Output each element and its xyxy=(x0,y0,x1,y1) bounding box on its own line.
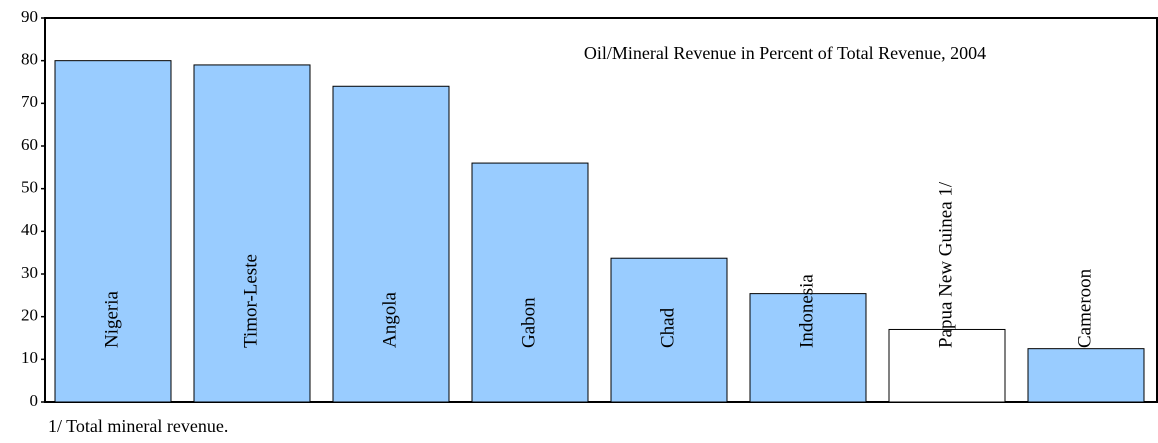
bar xyxy=(749,293,867,403)
category-label: Gabon xyxy=(518,297,539,348)
bar xyxy=(610,257,728,403)
bar xyxy=(471,162,589,403)
footnote: 1/ Total mineral revenue. xyxy=(48,416,228,436)
y-tick-label: 60 xyxy=(21,135,38,154)
y-tick-label: 90 xyxy=(21,7,38,26)
y-tick-label: 50 xyxy=(21,178,38,197)
category-label: Indonesia xyxy=(796,274,817,348)
bar xyxy=(1027,348,1145,403)
y-tick-label: 10 xyxy=(21,348,38,367)
y-tick-label: 70 xyxy=(21,92,38,111)
y-tick-label: 20 xyxy=(21,306,38,325)
category-label: Nigeria xyxy=(101,290,122,348)
bar xyxy=(193,64,311,403)
bar xyxy=(54,60,172,403)
bar xyxy=(888,328,1006,403)
bar xyxy=(332,85,450,403)
category-label: Chad xyxy=(657,307,678,348)
y-tick-label: 80 xyxy=(21,50,38,69)
y-tick-label: 40 xyxy=(21,220,38,239)
y-tick-label: 30 xyxy=(21,263,38,282)
chart-title: Oil/Mineral Revenue in Percent of Total … xyxy=(584,43,986,63)
category-label: Timor-Leste xyxy=(240,254,261,348)
category-label: Papua New Guinea 1/ xyxy=(935,181,956,348)
category-label: Angola xyxy=(379,292,400,349)
plot-frame xyxy=(44,17,1158,403)
category-label: Cameroon xyxy=(1074,268,1095,348)
y-tick-label: 0 xyxy=(30,391,39,410)
